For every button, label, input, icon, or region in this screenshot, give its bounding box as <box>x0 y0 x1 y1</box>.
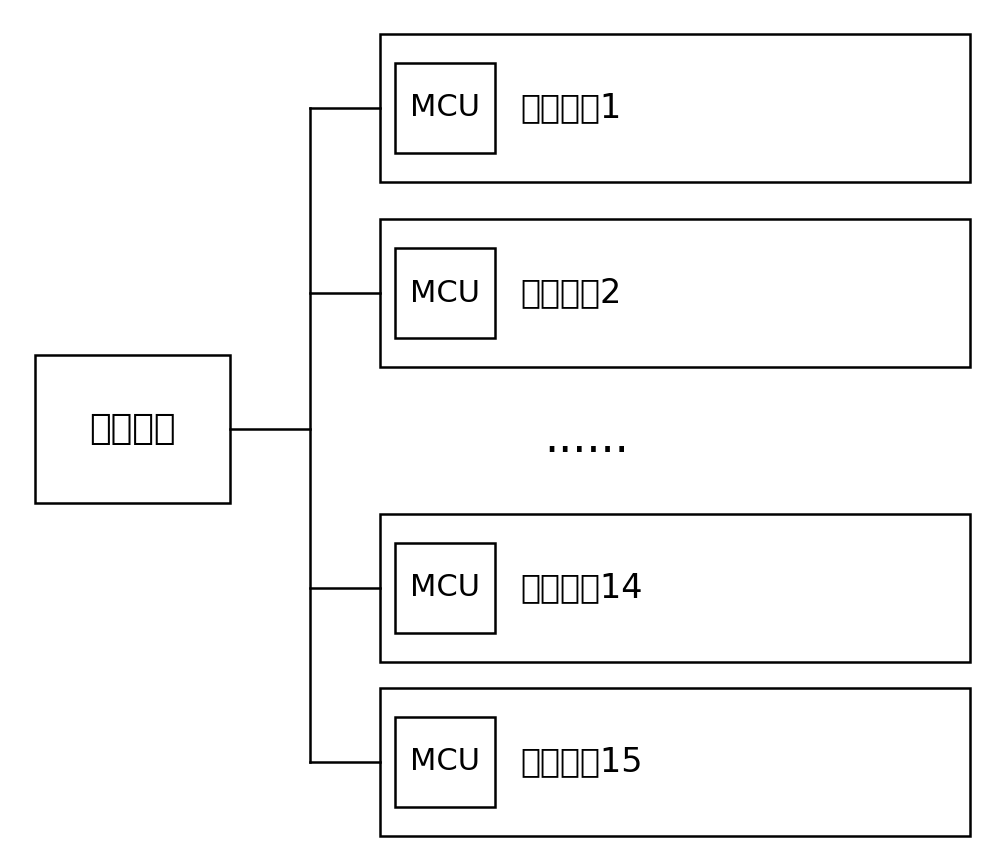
Text: ......: ...... <box>544 419 629 462</box>
Bar <box>380 688 970 836</box>
Bar <box>35 355 230 503</box>
Bar <box>395 63 495 153</box>
Bar <box>380 34 970 182</box>
Bar <box>395 248 495 338</box>
Text: MCU: MCU <box>410 94 480 123</box>
Text: 电池单关2: 电池单关2 <box>520 276 621 310</box>
Bar <box>380 219 970 367</box>
Text: 电池单关1: 电池单关1 <box>520 92 621 124</box>
Text: MCU: MCU <box>410 573 480 602</box>
Text: 主控模块: 主控模块 <box>89 412 176 446</box>
Text: MCU: MCU <box>410 747 480 776</box>
Bar <box>395 543 495 633</box>
Text: 电池单刱15: 电池单刱15 <box>520 746 642 778</box>
Text: 电池单刱14: 电池单刱14 <box>520 571 642 605</box>
Text: MCU: MCU <box>410 279 480 307</box>
Bar <box>380 514 970 662</box>
Bar <box>395 717 495 807</box>
